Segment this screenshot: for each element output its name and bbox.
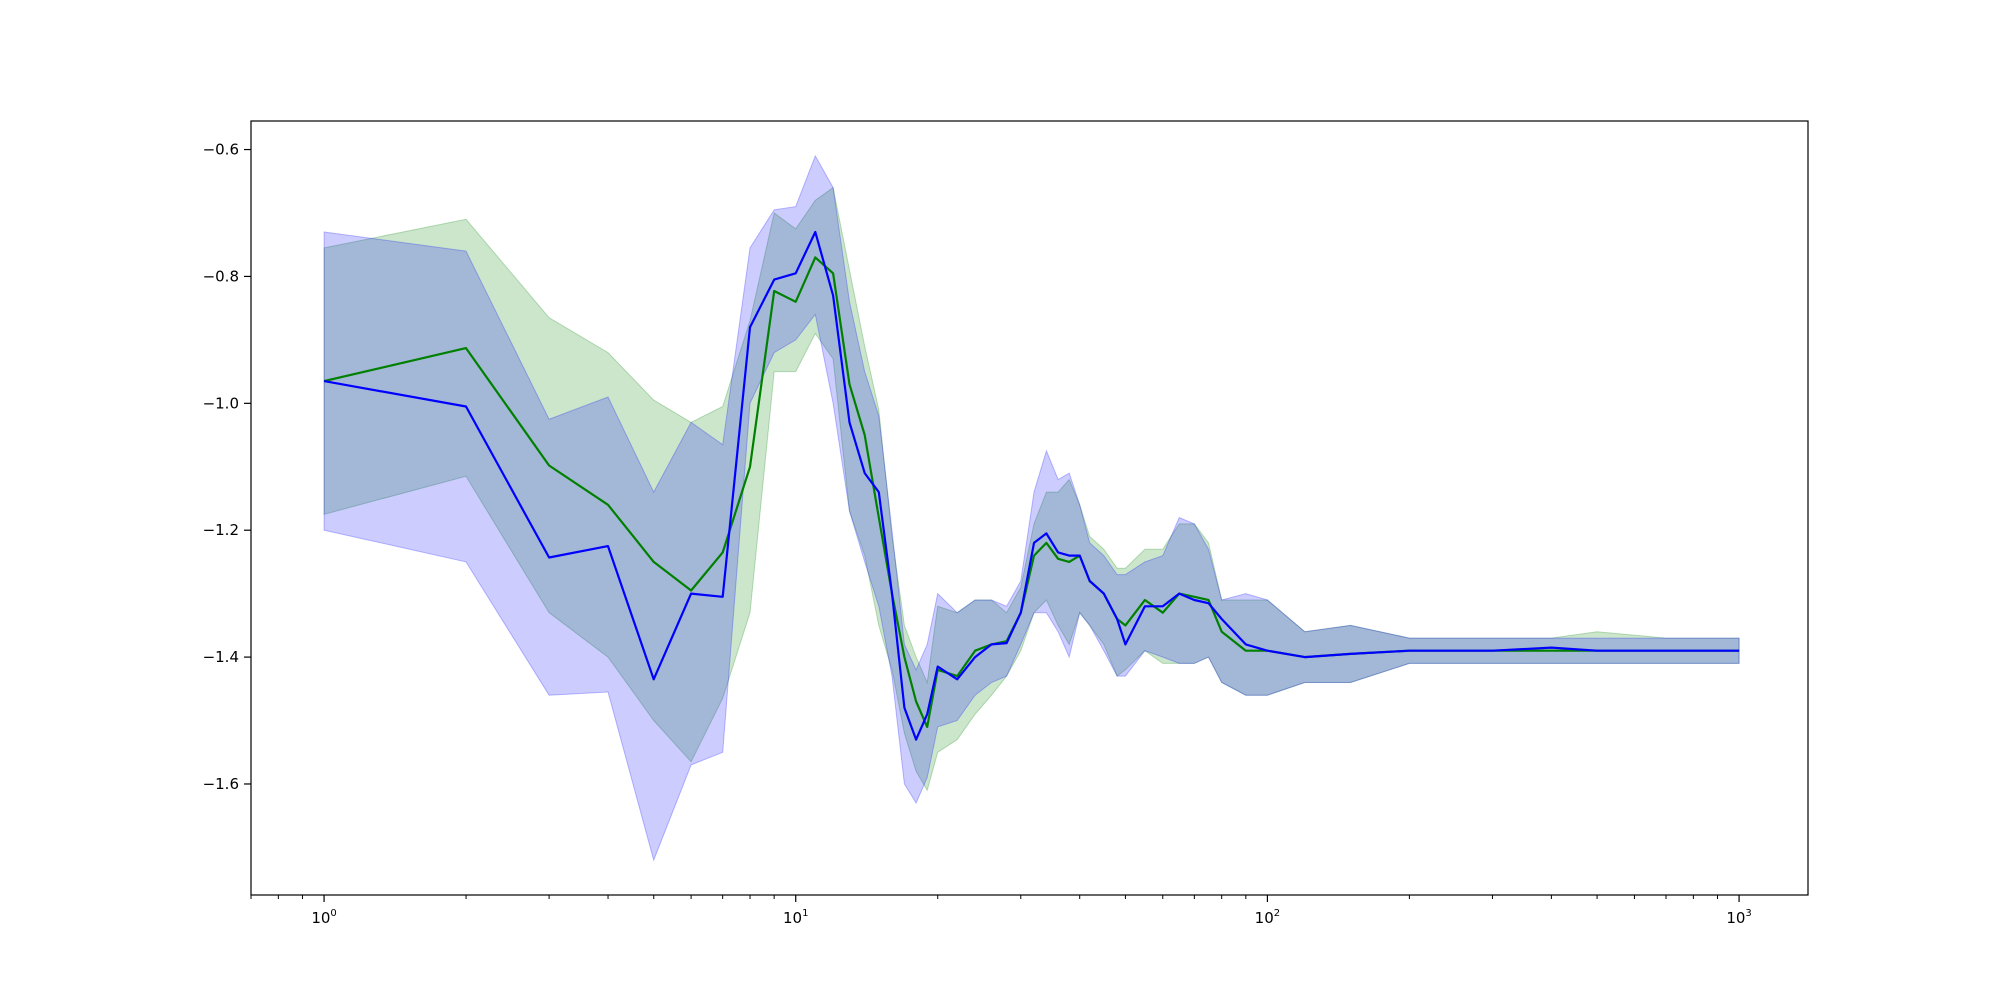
y-tick-label: −0.6 (203, 141, 239, 159)
y-tick-label: −1.4 (203, 648, 239, 666)
y-tick-label: −1.2 (203, 521, 239, 539)
x-tick-label: 103 (1726, 908, 1751, 927)
confidence-bands (323, 154, 1740, 862)
series-1-line (323, 230, 1740, 741)
x-axis: 100 101 102 103 (250, 895, 1752, 927)
y-tick-label: −0.8 (203, 267, 239, 285)
y-tick-label: −1.6 (203, 775, 239, 793)
series-0-band (323, 186, 1740, 792)
x-tick-label: 102 (1255, 908, 1280, 927)
y-tick-label: −1.0 (203, 394, 239, 412)
plot-frame (250, 120, 1809, 896)
series-1-band (323, 154, 1740, 862)
x-tick-label: 100 (311, 908, 336, 927)
y-axis: −0.6 −0.8 −1.0 −1.2 −1.4 −1.6 (203, 141, 251, 793)
x-tick-label: 101 (783, 908, 808, 927)
series-lines (323, 230, 1740, 741)
